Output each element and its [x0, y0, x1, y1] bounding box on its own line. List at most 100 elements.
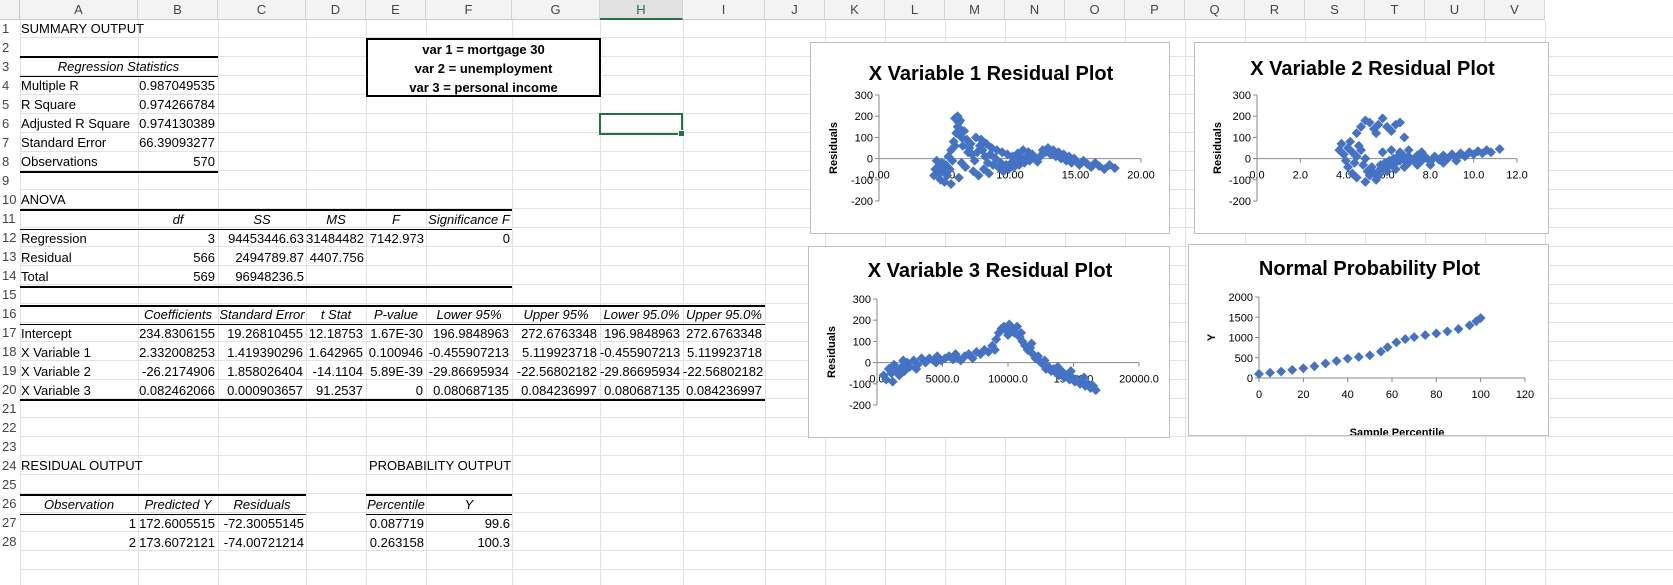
column-header-l[interactable]: L [885, 0, 945, 20]
residual-pred[interactable]: 173.6072121 [139, 535, 215, 550]
reg-stats-header[interactable]: Regression Statistics [57, 59, 180, 74]
coef-value[interactable]: 19.26810455 [227, 326, 303, 341]
coef-value[interactable]: 5.119923718 [522, 345, 597, 360]
row-header[interactable]: 22 [2, 420, 17, 435]
residual-res[interactable]: -72.30055145 [223, 516, 304, 531]
anova-row-label[interactable]: Residual [21, 250, 72, 265]
coef-value[interactable]: 272.6763348 [521, 326, 597, 341]
row-header[interactable]: 24 [2, 458, 17, 473]
row-header[interactable]: 13 [2, 249, 17, 264]
coef-value[interactable]: 12.18753 [308, 326, 363, 341]
column-header-h[interactable]: H [600, 0, 683, 20]
anova-col-header[interactable]: F [392, 212, 400, 227]
column-header-f[interactable]: F [426, 0, 512, 20]
anova-col-header[interactable]: df [172, 212, 184, 227]
row-header[interactable]: 23 [2, 439, 17, 454]
anova-df[interactable]: 569 [193, 269, 215, 284]
row-header[interactable]: 1 [2, 21, 10, 36]
anova-col-header[interactable]: Significance F [428, 212, 510, 227]
coef-col-header[interactable]: P-value [373, 307, 419, 322]
coef-col-header[interactable]: t Stat [320, 307, 352, 322]
row-header[interactable]: 8 [2, 154, 10, 169]
coef-value[interactable]: 5.89E-39 [370, 364, 423, 379]
coef-value[interactable]: 0 [415, 383, 423, 398]
coef-value[interactable]: 0.082462066 [139, 383, 215, 398]
probability-y[interactable]: 100.3 [477, 535, 510, 550]
stat-value[interactable]: 0.974266784 [139, 97, 215, 112]
anova-row-label[interactable]: Total [21, 269, 49, 284]
anova-col-header[interactable]: SS [253, 212, 271, 227]
row-header[interactable]: 9 [2, 173, 10, 188]
stat-label[interactable]: Observations [21, 154, 98, 169]
probability-y[interactable]: 99.6 [484, 516, 510, 531]
row-header[interactable]: 28 [2, 534, 17, 549]
selected-cell-h6[interactable] [599, 113, 685, 137]
coef-value[interactable]: 5.119923718 [687, 345, 762, 360]
row-header[interactable]: 3 [2, 59, 10, 74]
coef-value[interactable]: 0.084236997 [521, 383, 597, 398]
coef-value[interactable]: -26.2174906 [141, 364, 215, 379]
column-header-n[interactable]: N [1005, 0, 1065, 20]
column-header-i[interactable]: I [683, 0, 765, 20]
coef-value[interactable]: 2.332008253 [139, 345, 215, 360]
probability-output-title[interactable]: PROBABILITY OUTPUT [369, 458, 512, 473]
column-header-c[interactable]: C [218, 0, 306, 20]
stat-value[interactable]: 0.987049535 [139, 78, 215, 93]
row-header[interactable]: 26 [2, 496, 17, 511]
x-variable-1-residual-plot[interactable]: X Variable 1 Residual Plot 300 200 100 0 -100… [810, 42, 1170, 234]
row-header[interactable]: 16 [2, 306, 17, 321]
stat-label[interactable]: R Square [21, 97, 76, 112]
row-header[interactable]: 21 [2, 401, 17, 416]
coef-value[interactable]: -29.86695934 [600, 364, 681, 379]
coef-value[interactable]: 0.084236997 [686, 383, 762, 398]
column-header-q[interactable]: Q [1185, 0, 1245, 20]
column-header-b[interactable]: B [138, 0, 218, 20]
residual-pred[interactable]: 172.6005515 [139, 516, 215, 531]
column-header-m[interactable]: M [945, 0, 1005, 20]
coef-value[interactable]: 0.080687135 [604, 383, 680, 398]
anova-sigf[interactable]: 0 [502, 231, 510, 246]
residual-res[interactable]: -74.00721214 [223, 535, 304, 550]
anova-df[interactable]: 3 [207, 231, 215, 246]
coef-col-header[interactable]: Lower 95.0% [603, 307, 680, 322]
row-header[interactable]: 18 [2, 344, 17, 359]
anova-col-header[interactable]: MS [326, 212, 346, 227]
column-header-s[interactable]: S [1305, 0, 1365, 20]
coef-col-header[interactable]: Coefficients [144, 307, 212, 322]
column-header-a[interactable]: A [20, 0, 138, 20]
x-variable-2-residual-plot[interactable]: X Variable 2 Residual Plot 300 200 100 0 -100… [1194, 42, 1549, 234]
select-all-corner[interactable] [0, 0, 20, 20]
column-header-u[interactable]: U [1425, 0, 1485, 20]
residual-obs[interactable]: 1 [128, 516, 136, 531]
coef-col-header[interactable]: Upper 95.0% [686, 307, 762, 322]
column-header-e[interactable]: E [366, 0, 426, 20]
row-header[interactable]: 20 [2, 382, 17, 397]
row-header[interactable]: 15 [2, 287, 17, 302]
probability-col-header[interactable]: Y [464, 497, 474, 512]
column-header-v[interactable]: V [1485, 0, 1545, 20]
residual-col-header[interactable]: Observation [43, 497, 115, 512]
coef-col-header[interactable]: Standard Error [219, 307, 305, 322]
row-header[interactable]: 25 [2, 477, 17, 492]
row-header[interactable]: 2 [2, 40, 10, 55]
anova-row-label[interactable]: Regression [21, 231, 87, 246]
coef-col-header[interactable]: Lower 95% [436, 307, 502, 322]
coef-value[interactable]: 1.67E-30 [370, 326, 423, 341]
coef-value[interactable]: 91.2537 [316, 383, 363, 398]
column-header-d[interactable]: D [306, 0, 366, 20]
anova-ss[interactable]: 94453446.63 [228, 231, 304, 246]
row-header[interactable]: 5 [2, 97, 10, 112]
coef-value[interactable]: -0.455907213 [428, 345, 509, 360]
coef-row-label[interactable]: X Variable 3 [21, 383, 91, 398]
coef-value[interactable]: 0.100946 [368, 345, 423, 360]
column-header-p[interactable]: P [1125, 0, 1185, 20]
row-header[interactable]: 4 [2, 78, 10, 93]
coef-value[interactable]: 1.419390296 [227, 345, 303, 360]
coef-value[interactable]: -29.86695934 [428, 364, 509, 379]
summary-title[interactable]: SUMMARY OUTPUT [21, 21, 145, 36]
coef-col-header[interactable]: Upper 95% [523, 307, 589, 322]
coef-value[interactable]: 1.642965 [308, 345, 363, 360]
coef-value[interactable]: -22.56802182 [683, 364, 764, 379]
coef-value[interactable]: 0.000903657 [227, 383, 303, 398]
coef-row-label[interactable]: X Variable 1 [21, 345, 91, 360]
